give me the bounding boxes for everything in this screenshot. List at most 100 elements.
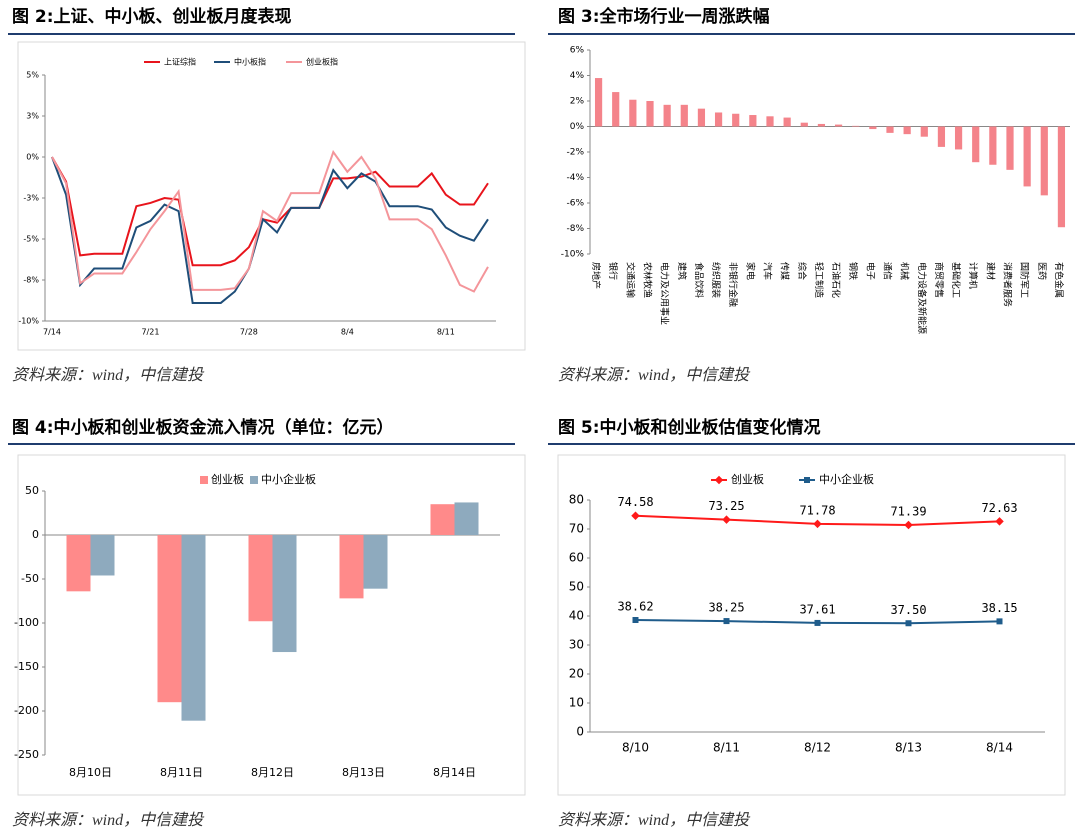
bar	[272, 535, 297, 653]
bar	[869, 126, 877, 130]
data-label: 74.58	[617, 495, 653, 509]
y-tick-label: 0%	[570, 122, 585, 132]
bar	[1057, 126, 1066, 228]
y-tick-label: 0	[32, 528, 39, 541]
y-tick-label: -8%	[566, 224, 584, 234]
bar	[66, 535, 91, 592]
data-label: 71.39	[890, 504, 926, 518]
bar	[430, 504, 455, 535]
x-tick-label: 8/12	[804, 741, 831, 755]
bar	[714, 112, 723, 127]
y-tick-label: 60	[569, 551, 584, 565]
y-tick-label: 50	[25, 484, 39, 497]
x-tick-label: 食品饮料	[693, 262, 705, 298]
bar	[783, 117, 791, 127]
bar	[749, 115, 757, 127]
x-tick-label: 综合	[796, 262, 808, 280]
x-tick-label: 消费者服务	[1002, 262, 1014, 307]
source-note: 资料来源：wind，中信建投	[12, 366, 205, 384]
x-tick-label: 7/14	[43, 328, 61, 337]
bar	[363, 535, 388, 589]
point-marker	[905, 620, 912, 627]
x-tick-label: 8/13	[895, 741, 922, 755]
x-tick-label: 8/11	[713, 741, 740, 755]
legend-label: 上证综指	[164, 57, 196, 67]
bar	[732, 113, 740, 127]
bar	[697, 108, 706, 127]
x-tick-label: 有色金属	[1053, 262, 1065, 298]
y-tick-label: -4%	[566, 173, 584, 183]
bar	[920, 126, 928, 137]
y-tick-label: 2%	[570, 97, 585, 107]
data-label: 38.15	[981, 601, 1017, 615]
legend-swatch	[250, 476, 258, 484]
data-label: 37.50	[890, 603, 926, 617]
y-tick-label: 5%	[26, 71, 39, 80]
y-tick-label: 0%	[26, 153, 39, 162]
x-tick-label: 传媒	[779, 262, 791, 280]
y-tick-label: 30	[569, 638, 584, 652]
data-label: 38.25	[708, 601, 744, 615]
data-label: 72.63	[981, 501, 1017, 515]
point-marker	[996, 618, 1003, 625]
x-tick-label: 7/28	[240, 328, 258, 337]
data-label: 37.61	[799, 602, 835, 616]
x-tick-label: 8月10日	[69, 766, 112, 779]
bar	[157, 535, 182, 703]
x-tick-label: 通信	[882, 262, 894, 280]
legend-label: 中小企业板	[261, 472, 316, 486]
source-note: 资料来源：wind，中信建投	[12, 811, 205, 829]
point-marker	[632, 617, 639, 624]
bar	[646, 101, 654, 127]
y-tick-label: 3%	[26, 112, 39, 121]
x-tick-label: 纺织服装	[710, 262, 722, 298]
y-tick-label: 20	[569, 667, 584, 681]
series-line	[51, 156, 489, 304]
bar	[800, 122, 808, 127]
bar	[454, 502, 479, 535]
x-tick-label: 石油石化	[830, 262, 842, 298]
y-tick-label: -200	[14, 704, 39, 717]
data-label: 73.25	[708, 499, 744, 513]
y-tick-label: -8%	[23, 276, 39, 285]
y-tick-label: 80	[569, 493, 584, 507]
y-tick-label: 10	[569, 696, 584, 710]
x-tick-label: 电子	[864, 262, 876, 280]
source-note: 资料来源：wind，中信建投	[558, 366, 751, 384]
x-tick-label: 8月14日	[433, 766, 476, 779]
x-tick-label: 国防军工	[1019, 262, 1031, 298]
legend-label: 中小板指	[234, 57, 266, 67]
chart-frame	[17, 454, 526, 796]
x-tick-label: 8月13日	[342, 766, 385, 779]
x-tick-label: 8月12日	[251, 766, 294, 779]
x-tick-label: 电力及公用事业	[659, 262, 671, 325]
bar	[1006, 126, 1014, 170]
bar	[834, 124, 843, 127]
bar	[903, 126, 911, 135]
y-tick-label: -5%	[23, 235, 39, 244]
legend-swatch	[200, 476, 208, 484]
x-tick-label: 8/10	[622, 741, 649, 755]
legend-label: 创业板	[731, 472, 764, 486]
point-marker	[814, 619, 821, 626]
x-tick-label: 银行	[607, 262, 619, 280]
point-marker	[723, 618, 730, 625]
source-note: 资料来源：wind，中信建投	[558, 811, 751, 829]
point-marker	[813, 519, 822, 529]
bar	[90, 535, 115, 576]
y-tick-label: 4%	[570, 71, 585, 81]
chart-title: 图 4:中小板和创业板资金流入情况（单位：亿元）	[12, 417, 394, 438]
bar	[989, 126, 997, 165]
bar	[1040, 126, 1048, 196]
bar	[248, 535, 273, 622]
series-line	[51, 149, 489, 293]
bar	[612, 92, 620, 127]
x-tick-label: 商贸零售	[933, 262, 945, 298]
x-tick-label: 交通运输	[624, 262, 636, 298]
y-tick-label: 70	[569, 522, 584, 536]
bar	[766, 116, 774, 127]
bar	[972, 126, 980, 163]
y-tick-label: -100	[14, 616, 39, 629]
x-tick-label: 医药	[1036, 262, 1047, 280]
